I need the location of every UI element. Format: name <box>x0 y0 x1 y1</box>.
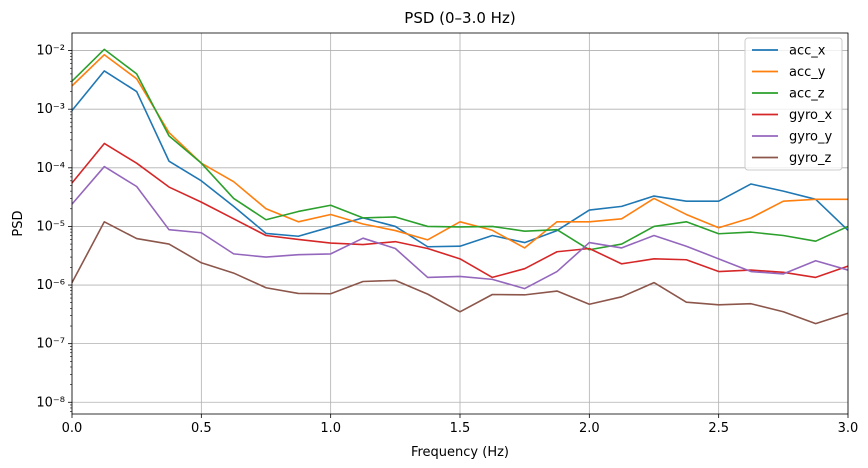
series-line-gyro-y <box>71 165 849 290</box>
legend-label: gyro_x <box>789 108 832 123</box>
x-axis-ticks: 0.0 0.5 1.0 1.5 2.0 2.5 3.0 <box>62 414 859 436</box>
y-axis-ticks: 10⁻⁸ 10⁻⁷ 10⁻⁶ 10⁻⁵ 10⁻⁴ 10⁻³ 10⁻² <box>36 44 72 410</box>
chart-title: PSD (0–3.0 Hz) <box>404 9 515 27</box>
x-axis-title: Frequency (Hz) <box>411 445 509 460</box>
x-tick-label: 3.0 <box>838 421 859 436</box>
x-tick-label: 0.5 <box>191 421 212 436</box>
x-tick-label: 1.5 <box>450 421 471 436</box>
series-line-gyro-z <box>71 220 849 325</box>
series-line-acc-x <box>71 70 849 248</box>
y-tick-label: 10⁻² <box>36 44 65 59</box>
x-tick-label: 2.5 <box>708 421 729 436</box>
series-lines <box>71 48 849 325</box>
x-tick-label: 2.0 <box>579 421 600 436</box>
legend-label: acc_x <box>789 44 826 59</box>
legend-label: gyro_z <box>789 151 831 166</box>
y-axis-title: PSD <box>11 210 26 236</box>
x-tick-label: 1.0 <box>320 421 341 436</box>
legend-label: gyro_y <box>789 130 832 145</box>
legend-label: acc_y <box>789 65 826 80</box>
legend-label: acc_z <box>789 87 825 102</box>
legend: acc_x acc_y acc_z gyro_x gyro_y gyro_z <box>744 37 843 171</box>
y-tick-label: 10⁻⁷ <box>36 337 65 352</box>
series-line-gyro-x <box>71 142 849 279</box>
y-tick-label: 10⁻⁴ <box>36 161 65 176</box>
y-tick-label: 10⁻³ <box>36 102 65 117</box>
x-tick-label: 0.0 <box>62 421 83 436</box>
y-tick-label: 10⁻⁶ <box>36 278 65 293</box>
y-tick-label: 10⁻⁵ <box>36 219 65 234</box>
series-line-acc-z <box>71 48 849 251</box>
y-tick-label: 10⁻⁸ <box>36 395 65 410</box>
